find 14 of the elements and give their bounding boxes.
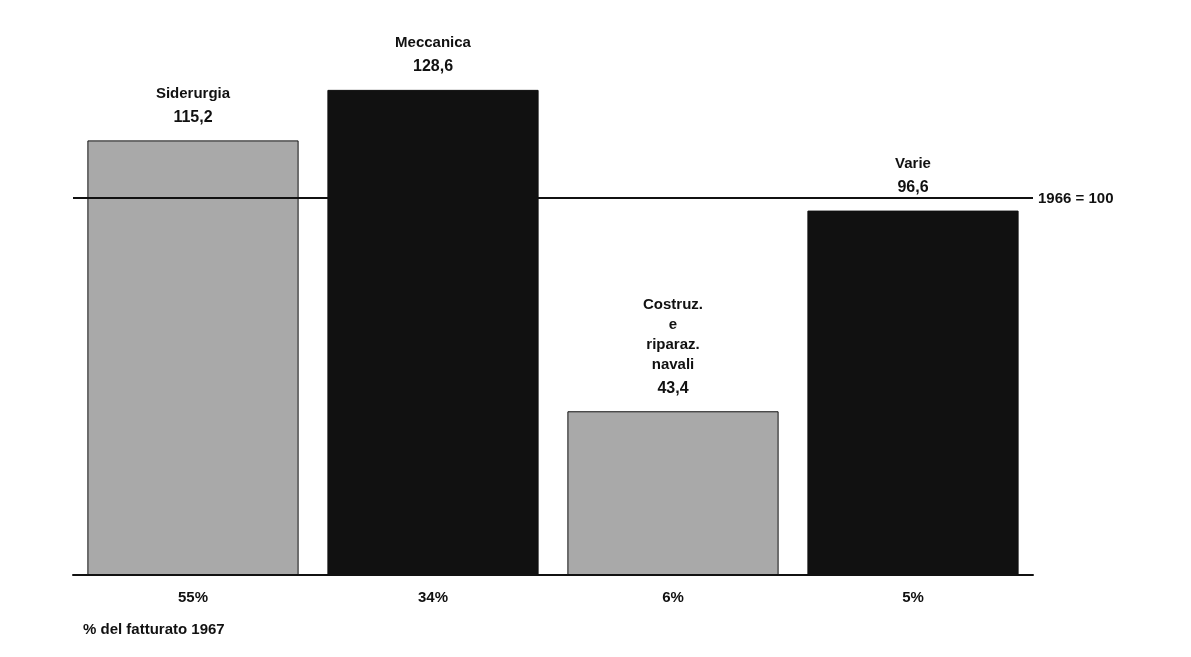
data-label: 115,2 <box>173 107 213 125</box>
data-label: 43,4 <box>657 378 689 396</box>
annotation: Costruz. e riparaz. navali <box>643 294 703 372</box>
annotation: Siderurgia <box>155 83 231 101</box>
x-tick-label: 55% <box>177 588 209 605</box>
annotation: Meccanica <box>395 33 472 51</box>
text: % del fatturato 1967 <box>83 620 225 637</box>
data-label: 96,6 <box>897 178 929 196</box>
x-tick-label: 34% <box>417 588 449 605</box>
annotation: Varie <box>895 154 931 172</box>
x-tick-label: 6% <box>662 588 684 605</box>
ref-line-label: 1966 = 100 <box>1038 189 1114 207</box>
x-tick-label: 5% <box>902 588 924 605</box>
data-label: 128,6 <box>412 57 454 75</box>
